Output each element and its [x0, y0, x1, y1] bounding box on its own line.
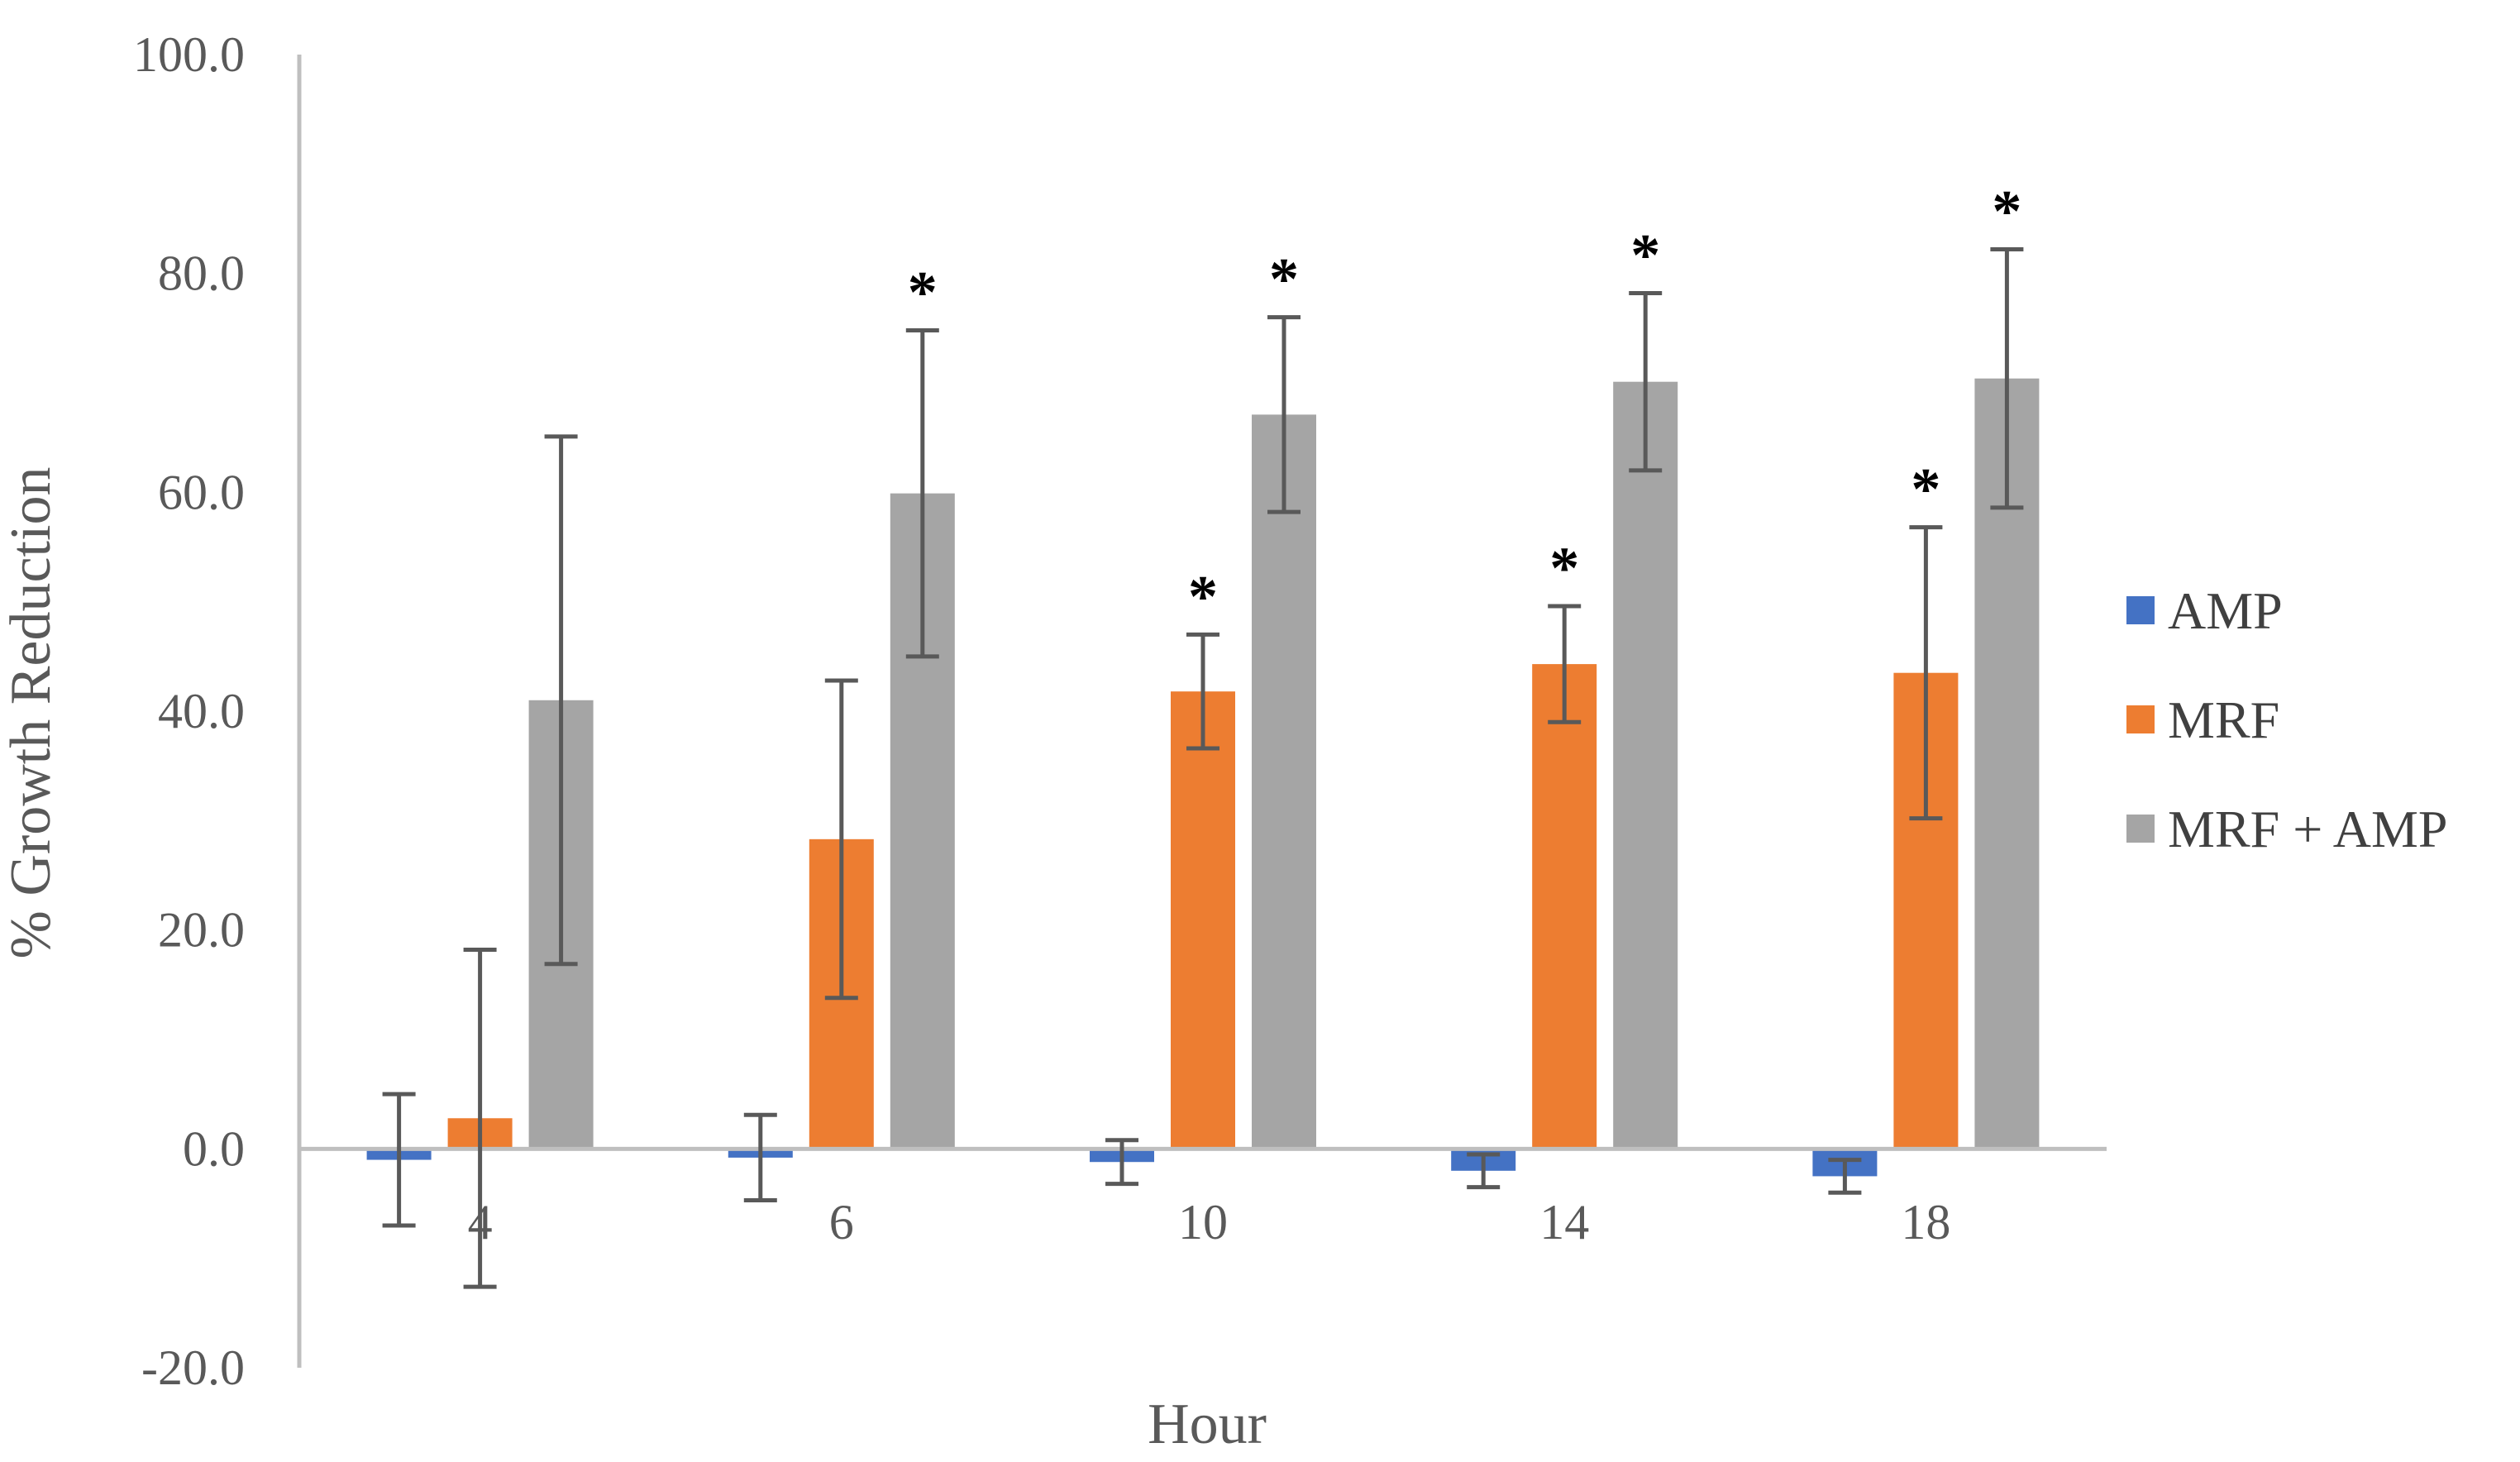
significance-marker: * — [1188, 563, 1218, 629]
significance-marker: * — [1992, 179, 2021, 245]
legend-swatch — [2126, 705, 2155, 733]
y-tick-label: 20.0 — [158, 903, 245, 958]
error-bar — [1828, 1158, 1862, 1195]
error-bar — [1267, 315, 1301, 514]
y-tick-label: -20.0 — [141, 1340, 245, 1395]
legend-swatch — [2126, 596, 2155, 624]
bar-mrf-14 — [1532, 664, 1597, 1149]
x-tick-label: 14 — [1539, 1195, 1589, 1249]
error-bar — [1629, 290, 1663, 473]
y-tick-label: 0.0 — [183, 1121, 245, 1176]
plot-area: -20.0 0.0 20.0 40.0 60.0 80.0 100.0 * * * * * * * 4 6 10… — [133, 27, 2107, 1395]
error-bar — [544, 434, 578, 967]
y-axis-title: % Growth Reduction — [0, 467, 63, 959]
error-bar — [1105, 1138, 1138, 1187]
significance-marker: * — [1630, 222, 1660, 288]
legend-label: AMP — [2168, 581, 2283, 640]
significance-marker: * — [908, 259, 938, 325]
significance-marker: * — [1911, 456, 1940, 523]
legend-label: MRF + AMP — [2168, 800, 2447, 858]
legend: AMP MRF MRF + AMP — [2126, 581, 2447, 858]
error-bar — [1467, 1152, 1501, 1190]
error-bar — [743, 1112, 777, 1203]
x-axis-title: Hour — [1148, 1393, 1267, 1456]
x-tick-label: 4 — [468, 1195, 493, 1249]
bar-mrf-10 — [1171, 691, 1235, 1149]
error-bar — [1990, 247, 2024, 510]
bar-mrf-amp-14 — [1613, 381, 1678, 1149]
error-bar — [382, 1092, 416, 1228]
error-bar — [1186, 632, 1219, 751]
y-tick-label: 100.0 — [133, 27, 245, 82]
legend-label: MRF — [2168, 690, 2279, 749]
error-bar — [1548, 604, 1582, 724]
x-tick-label: 6 — [829, 1195, 854, 1249]
legend-swatch — [2126, 815, 2155, 843]
y-tick-label: 40.0 — [158, 684, 245, 738]
y-tick-label: 60.0 — [158, 465, 245, 519]
error-bar — [824, 678, 858, 1001]
error-bar — [463, 947, 497, 1289]
error-bar — [905, 327, 939, 659]
significance-marker: * — [1269, 246, 1299, 313]
bar-mrf-amp-10 — [1252, 414, 1316, 1149]
x-tick-label: 10 — [1178, 1195, 1228, 1249]
error-bar — [1909, 525, 1943, 821]
significance-marker: * — [1549, 535, 1579, 601]
x-tick-label: 18 — [1901, 1195, 1950, 1249]
y-tick-label: 80.0 — [158, 246, 245, 301]
